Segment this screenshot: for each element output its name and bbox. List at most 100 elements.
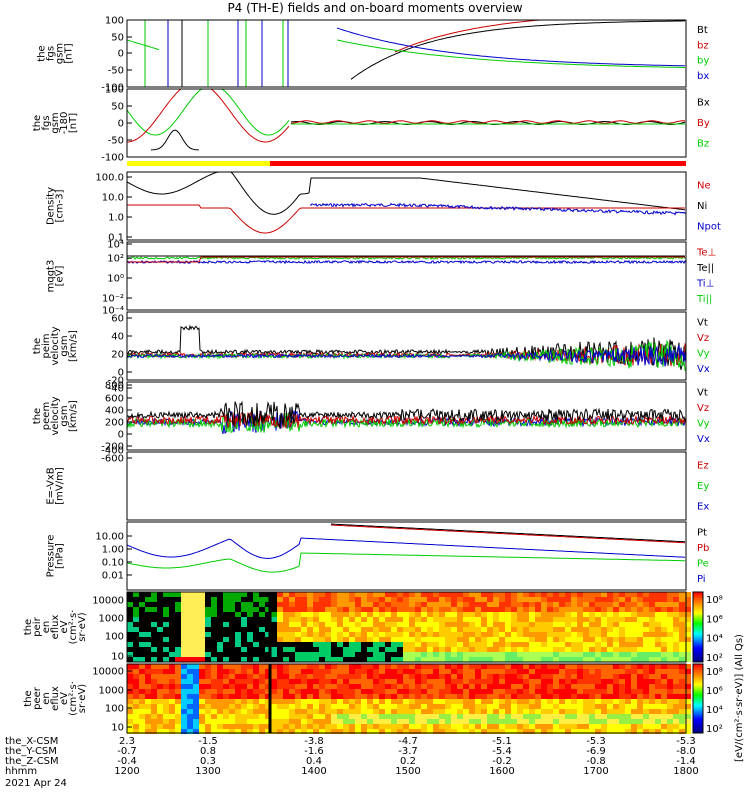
spectrogram-cell <box>463 669 469 674</box>
spectrogram-cell <box>151 674 157 679</box>
spectrogram-cell <box>289 719 295 724</box>
spectrogram-cell <box>577 719 583 724</box>
spectrogram-cell <box>427 617 433 622</box>
spectrogram-cell <box>559 684 565 689</box>
spectrogram-cell <box>505 592 511 597</box>
spectrogram-cell <box>133 729 139 734</box>
legend-bx: bx <box>697 71 709 82</box>
spectrogram-cell <box>619 617 625 622</box>
spectrogram-cell <box>565 714 571 719</box>
spectrogram-cell <box>235 652 241 657</box>
spectrogram-cell <box>607 724 613 729</box>
spectrogram-cell <box>367 612 373 617</box>
spectrogram-cell <box>187 694 193 699</box>
spectrogram-cell <box>409 694 415 699</box>
spectrogram-cell <box>133 699 139 704</box>
spectrogram-cell <box>187 657 193 662</box>
xaxis-value: -5.4 <box>492 746 512 757</box>
spectrogram-cell <box>499 669 505 674</box>
spectrogram-cell <box>403 709 409 714</box>
spectrogram-cell <box>523 627 529 632</box>
spectrogram-cell <box>247 617 253 622</box>
spectrogram-cell <box>409 704 415 709</box>
spectrogram-cell <box>577 679 583 684</box>
spectrogram-cell <box>337 674 343 679</box>
spectrogram-cell <box>529 612 535 617</box>
spectrogram-cell <box>661 719 667 724</box>
spectrogram-cell <box>331 679 337 684</box>
spectrogram-cell <box>361 704 367 709</box>
spectrogram-cell <box>571 637 577 642</box>
spectrogram-cell <box>151 607 157 612</box>
spectrogram-cell <box>667 602 673 607</box>
spectrogram-cell <box>565 612 571 617</box>
spectrogram-cell <box>181 617 187 622</box>
spectrogram-cell <box>295 637 301 642</box>
spectrogram-cell <box>241 704 247 709</box>
spectrogram-cell <box>583 647 589 652</box>
spectrogram-cell <box>223 704 229 709</box>
spectrogram-cell <box>679 669 685 674</box>
spectrogram-cell <box>481 704 487 709</box>
spectrogram-cell <box>271 647 277 652</box>
spectrogram-cell <box>139 647 145 652</box>
spectrogram-cell <box>397 632 403 637</box>
xaxis-value: 1400 <box>301 766 326 777</box>
spectrogram-cell <box>373 684 379 689</box>
spectrogram-cell <box>175 679 181 684</box>
spectrogram-cell <box>235 729 241 734</box>
spectrogram-cell <box>553 632 559 637</box>
spectrogram-cell <box>313 632 319 637</box>
spectrogram-cell <box>295 724 301 729</box>
spectrogram-cell <box>283 592 289 597</box>
spectrogram-cell <box>415 597 421 602</box>
traces-peem <box>126 400 687 435</box>
spectrogram-cell <box>355 632 361 637</box>
spectrogram-cell <box>475 729 481 734</box>
spectrogram-cell <box>685 709 691 714</box>
spectrogram-cell <box>553 602 559 607</box>
spectrogram-cell <box>565 669 571 674</box>
spectrogram-cell <box>289 652 295 657</box>
spectrogram-cell <box>187 729 193 734</box>
spectrogram-cell <box>451 602 457 607</box>
spectrogram-cell <box>289 642 295 647</box>
colorbar-tick: 10⁸ <box>706 595 723 606</box>
spectrogram-cell <box>295 674 301 679</box>
spectrogram-cell <box>301 699 307 704</box>
spectrogram-cell <box>271 714 277 719</box>
spectrogram-cell <box>511 627 517 632</box>
spectrogram-cell <box>217 652 223 657</box>
spectrogram-cell <box>607 699 613 704</box>
spectrogram-cell <box>475 709 481 714</box>
spectrogram-cell <box>427 602 433 607</box>
spectrogram-cell <box>529 637 535 642</box>
spectrogram-cell <box>331 592 337 597</box>
spectrogram-cell <box>643 652 649 657</box>
spectrogram-cell <box>313 699 319 704</box>
spectrogram-cell <box>625 612 631 617</box>
spectrogram-cell <box>337 632 343 637</box>
spectrogram-cell <box>445 647 451 652</box>
spectrogram-cell <box>517 622 523 627</box>
spectrogram-cell <box>127 652 133 657</box>
spectrogram-cell <box>475 679 481 684</box>
spectrogram-cell <box>397 612 403 617</box>
colorbar <box>692 591 704 663</box>
spectrogram-cell <box>643 602 649 607</box>
spectrogram-cell <box>151 699 157 704</box>
spectrogram-cell <box>649 709 655 714</box>
legend-By: By <box>697 118 710 129</box>
spectrogram-cell <box>601 684 607 689</box>
spectrogram-cell <box>535 699 541 704</box>
spectrogram-cell <box>181 664 187 669</box>
spectrogram-cell <box>637 729 643 734</box>
spectrogram-cell <box>133 684 139 689</box>
spectrogram-cell <box>433 719 439 724</box>
spectrogram-cell <box>151 642 157 647</box>
spectrogram-cell <box>469 627 475 632</box>
spectrogram-cell <box>547 699 553 704</box>
spectrogram-cell <box>301 714 307 719</box>
spectrogram-cell <box>541 642 547 647</box>
spectrogram-cell <box>331 664 337 669</box>
